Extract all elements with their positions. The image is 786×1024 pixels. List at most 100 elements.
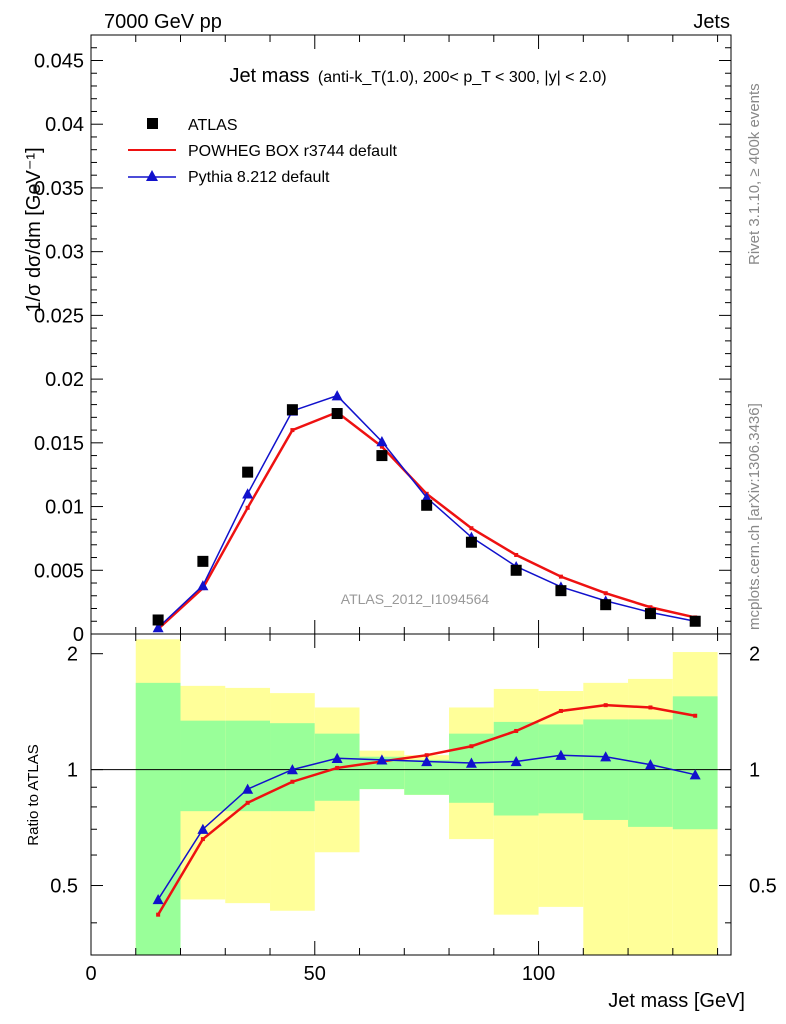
pythia-ratio-point [242, 783, 254, 794]
pythia-ratio-point [689, 769, 701, 780]
ratio-y-tick-label-right: 2 [749, 644, 760, 666]
stat-uncertainty-band [628, 719, 673, 827]
pythia-ratio-point [331, 752, 343, 763]
legend-atlas-label: ATLAS [188, 117, 238, 134]
x-tick-label: 50 [304, 963, 326, 985]
powheg-point [290, 428, 295, 433]
ratio-y-tick-label-left: 2 [67, 644, 78, 666]
ratio-y-tick-label-left: 0.5 [50, 876, 78, 898]
header-right: Jets [693, 11, 730, 33]
powheg-point [603, 591, 608, 596]
stat-uncertainty-band [672, 696, 718, 830]
atlas-point [555, 585, 567, 597]
powheg-ratio-point [335, 765, 340, 770]
ratio-panel: 0.5 0.5 1 1 2 2 Ratio to ATLAS [25, 633, 777, 956]
main-y-tick-label: 0.04 [45, 114, 84, 136]
legend: ATLAS POWHEG BOX r3744 default Pythia 8.… [128, 117, 398, 186]
pythia-point [376, 436, 388, 447]
powheg-ratio-point [200, 837, 205, 842]
x-axis-label: Jet mass [GeV] [608, 990, 745, 1012]
atlas-point [331, 408, 343, 420]
powheg-ratio-point [245, 800, 250, 805]
powheg-ratio-point [156, 912, 161, 917]
ratio-marks [91, 703, 731, 917]
powheg-ratio-point [424, 753, 429, 758]
stat-uncertainty-band [449, 733, 494, 803]
stat-uncertainty-band [538, 724, 584, 814]
main-y-tick-label: 0.02 [45, 369, 84, 391]
x-tick-label: 0 [85, 963, 96, 985]
main-y-tick-label: 0.015 [34, 433, 84, 455]
pythia-ratio-point [600, 751, 612, 762]
x-axis: 0 50 100 [85, 35, 719, 985]
chart-title-detail: (anti-k_T(1.0), 200< p_T < 300, |y| < 2.… [318, 69, 607, 86]
pythia-ratio-point [376, 754, 388, 765]
pythia-ratio-point [421, 755, 433, 767]
atlas-point [689, 615, 701, 627]
mcplots-label: mcplots.cern.ch [arXiv:1306.3436] [746, 403, 763, 630]
powheg-ratio-point [558, 708, 563, 713]
main-y-tick-label: 0 [73, 624, 84, 646]
rivet-label: Rivet 3.1.10, ≥ 400k events [746, 83, 763, 265]
ratio-y-ticks: 0.5 0.5 1 1 2 2 [50, 644, 777, 924]
ratio-y-tick-label-left: 1 [67, 760, 78, 782]
header-left: 7000 GeV pp [104, 11, 222, 33]
powheg-ratio-point [603, 703, 608, 708]
atlas-point [644, 608, 656, 620]
main-y-tick-label: 0.035 [34, 178, 84, 200]
atlas-point [242, 466, 254, 478]
main-panel: ATLAS_2012_I1094564 00.0050.010.0150.020… [23, 34, 732, 646]
powheg-point [558, 574, 563, 579]
side-labels: Rivet 3.1.10, ≥ 400k events mcplots.cern… [746, 83, 763, 630]
main-y-tick-label: 0.045 [34, 50, 84, 72]
ratio-frame [90, 633, 732, 956]
powheg-point [379, 444, 384, 449]
powheg-point [514, 552, 519, 557]
pythia-point [197, 580, 209, 591]
atlas-point [197, 555, 209, 567]
pythia-ratio-point [510, 755, 522, 767]
legend-pythia-label: Pythia 8.212 default [188, 169, 330, 186]
atlas-point [286, 404, 298, 416]
pythia-point [152, 622, 164, 633]
pythia-point [242, 488, 254, 499]
pythia-ratio-point [644, 759, 656, 770]
legend-powheg-label: POWHEG BOX r3744 default [188, 143, 398, 160]
main-y-ticks: 0 0.005 0.01 0.015 0.02 0.025 0.03 0.035 0.04 0.0… [34, 47, 731, 646]
powheg-ratio-point [290, 779, 295, 784]
powheg-point [469, 526, 474, 531]
chart-title: Jet mass (anti-k_T(1.0), 200< p_T < 300,… [229, 65, 606, 87]
atlas-point [600, 599, 612, 611]
pythia-ratio-point [465, 757, 477, 768]
stat-uncertainty-band [225, 720, 271, 812]
main-marks [152, 390, 701, 633]
stat-uncertainty-band [493, 721, 539, 816]
legend-atlas-marker [147, 118, 158, 129]
pythia-ratio-point [555, 749, 567, 760]
ratio-y-tick-label-right: 1 [749, 760, 760, 782]
powheg-point [245, 505, 250, 510]
atlas-point [421, 499, 433, 511]
main-y-label: 1/σ dσ/dm [GeV⁻¹] [23, 147, 45, 312]
main-y-tick-label: 0.01 [45, 497, 84, 519]
pythia-ratio-point [286, 764, 298, 775]
ratio-y-tick-label-right: 0.5 [749, 876, 777, 898]
powheg-ratio-point [469, 744, 474, 749]
x-tick-label: 100 [522, 963, 555, 985]
ratio-y-label: Ratio to ATLAS [25, 744, 42, 845]
main-y-tick-label: 0.025 [34, 305, 84, 327]
atlas-point [152, 614, 164, 626]
atlas-point [465, 536, 477, 548]
powheg-ratio-point [693, 713, 698, 718]
chart-watermark: ATLAS_2012_I1094564 [341, 591, 490, 607]
pythia-point [421, 492, 433, 503]
pythia-ratio-point [152, 893, 164, 905]
atlas-point [510, 564, 522, 576]
stat-uncertainty-band [180, 720, 226, 812]
main-y-tick-label: 0.03 [45, 242, 84, 264]
main-frame [90, 34, 732, 635]
powheg-ratio-point [514, 728, 519, 733]
atlas-point [376, 450, 388, 462]
pythia-point [331, 390, 343, 401]
